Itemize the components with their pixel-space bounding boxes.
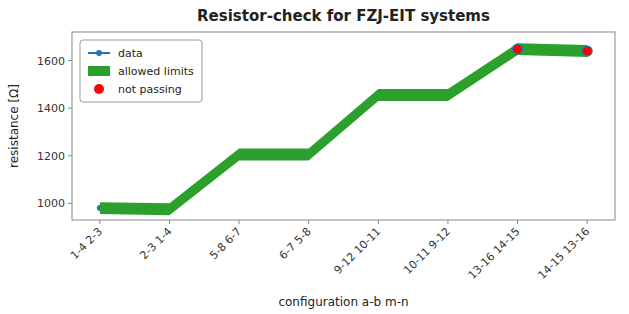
x-tick-label: 9-12 10-11 <box>332 225 384 277</box>
legend: data allowed limits not passing <box>80 40 202 102</box>
chart-container: Resistor-check for FZJ-EIT systems 1000 12… <box>0 0 629 314</box>
legend-label: data <box>118 47 143 60</box>
y-tick-label: 1200 <box>37 150 65 163</box>
x-tick <box>99 220 100 224</box>
y-tick-label: 1600 <box>37 55 65 68</box>
legend-swatch <box>94 84 104 94</box>
y-tick <box>68 155 72 156</box>
y-tick <box>68 60 72 61</box>
legend-label: allowed limits <box>118 65 194 78</box>
plot-frame <box>72 32 615 220</box>
x-tick-label: 2-3 1-4 <box>138 225 175 262</box>
x-tick <box>239 220 240 224</box>
y-tick <box>68 203 72 204</box>
not-passing-point <box>582 46 592 56</box>
x-tick <box>378 220 379 224</box>
x-axis-label: configuration a-b m-n <box>278 295 408 309</box>
x-tick <box>169 220 170 224</box>
y-tick <box>68 108 72 109</box>
title: Resistor-check for FZJ-EIT systems <box>197 7 490 25</box>
x-tick-label: 13-16 14-15 <box>466 225 523 282</box>
x-tick-label: 5-8 6-7 <box>207 225 244 262</box>
x-tick-label: 1-4 2-3 <box>68 225 105 262</box>
x-tick-label: 6-7 5-8 <box>277 225 314 262</box>
y-axis-label: resistance [Ω] <box>7 84 21 168</box>
not-passing-point <box>513 44 523 54</box>
x-tick-label: 14-15 13-16 <box>535 225 592 282</box>
legend-box <box>80 40 202 102</box>
legend-swatch <box>88 66 110 76</box>
y-tick-label: 1400 <box>37 102 65 115</box>
x-tick <box>517 220 518 224</box>
x-tick-label: 10-11 9-12 <box>401 225 453 277</box>
y-tick-label: 1000 <box>37 197 65 210</box>
x-tick <box>308 220 309 224</box>
legend-swatch <box>96 50 102 56</box>
band <box>100 43 587 215</box>
legend-label: not passing <box>118 83 182 96</box>
x-tick <box>447 220 448 224</box>
chart: Resistor-check for FZJ-EIT systems 1000 12… <box>0 0 629 314</box>
x-tick <box>587 220 588 224</box>
marks <box>97 43 592 215</box>
